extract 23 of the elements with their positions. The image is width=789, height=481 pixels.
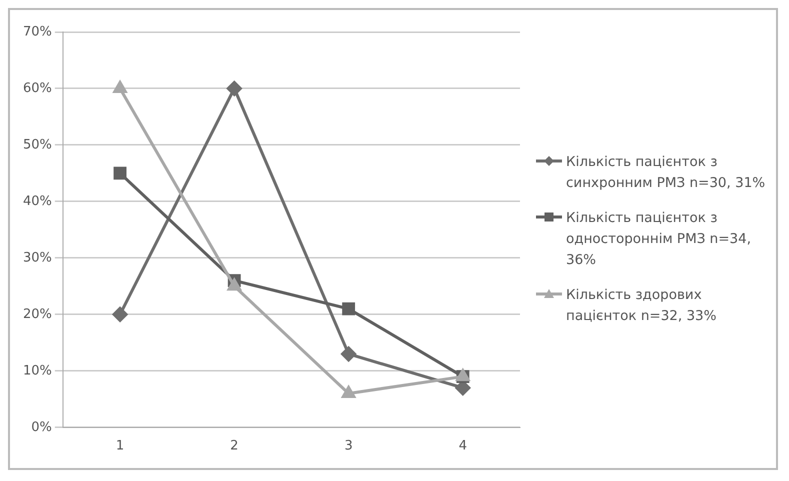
x-tick-label: 3 (344, 438, 353, 454)
y-tick-label: 10% (22, 362, 52, 378)
point (113, 80, 127, 92)
x-tick-label: 4 (458, 438, 467, 454)
y-tick-label: 70% (22, 24, 52, 39)
y-tick-label: 60% (22, 80, 52, 96)
y-tick-label: 0% (31, 419, 52, 434)
legend-label: Кількість здорових пацієнток n=32, 33% (566, 286, 718, 326)
y-tick-label: 40% (22, 193, 52, 208)
legend-label: Кількість пацієнток з одностороннім РМЗ n=34, 36% (566, 208, 752, 270)
y-tick-label: 30% (22, 250, 52, 265)
point (341, 346, 356, 361)
point (342, 386, 356, 398)
point (114, 166, 126, 180)
y-tick-label: 50% (22, 136, 52, 152)
legend-label: Кількість пацієнток з синхронним РМЗ n=30, 31% (566, 152, 766, 192)
point (228, 278, 242, 290)
y-tick-label: 20% (22, 306, 52, 322)
point (226, 80, 242, 96)
point (112, 306, 128, 322)
point (342, 302, 356, 315)
x-tick-label: 2 (230, 438, 238, 454)
x-tick-label: 1 (116, 438, 124, 454)
